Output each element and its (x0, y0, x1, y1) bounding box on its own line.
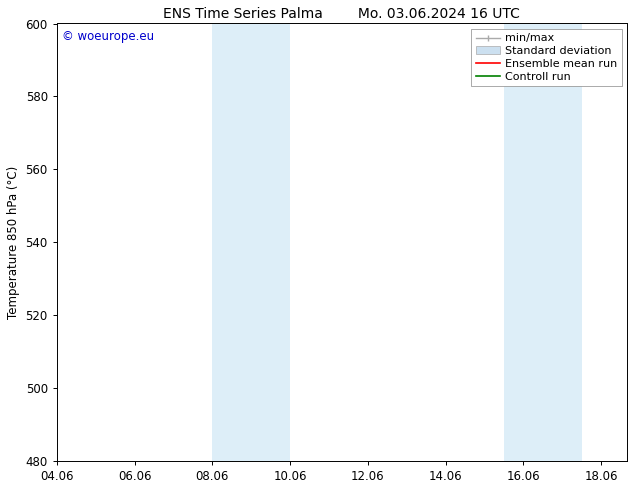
Y-axis label: Temperature 850 hPa (°C): Temperature 850 hPa (°C) (7, 166, 20, 319)
Text: © woeurope.eu: © woeurope.eu (63, 30, 155, 43)
Legend: min/max, Standard deviation, Ensemble mean run, Controll run: min/max, Standard deviation, Ensemble me… (472, 29, 621, 86)
Title: ENS Time Series Palma        Mo. 03.06.2024 16 UTC: ENS Time Series Palma Mo. 03.06.2024 16 … (164, 7, 521, 21)
Bar (212, 24, 290, 461)
Bar (504, 24, 581, 461)
